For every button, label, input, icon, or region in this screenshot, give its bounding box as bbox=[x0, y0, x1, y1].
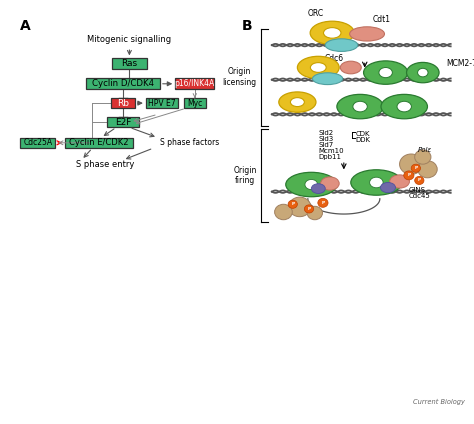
Text: A: A bbox=[20, 19, 31, 33]
Text: Current Biology: Current Biology bbox=[413, 399, 465, 405]
FancyBboxPatch shape bbox=[111, 98, 135, 109]
Ellipse shape bbox=[279, 92, 316, 112]
Ellipse shape bbox=[397, 101, 411, 112]
Text: P: P bbox=[407, 173, 410, 177]
Ellipse shape bbox=[381, 182, 395, 192]
Text: Myc: Myc bbox=[187, 99, 202, 108]
Ellipse shape bbox=[337, 95, 383, 119]
Text: GINS: GINS bbox=[409, 187, 426, 192]
Ellipse shape bbox=[320, 177, 339, 190]
Text: Sld2: Sld2 bbox=[319, 130, 333, 136]
Text: S phase factors: S phase factors bbox=[160, 138, 219, 147]
FancyBboxPatch shape bbox=[146, 98, 178, 109]
Text: Cdt1: Cdt1 bbox=[373, 15, 391, 24]
Text: Mitogenic signalling: Mitogenic signalling bbox=[87, 34, 172, 44]
Circle shape bbox=[404, 171, 414, 180]
Text: S phase entry: S phase entry bbox=[76, 160, 135, 169]
Text: E2F: E2F bbox=[115, 117, 131, 126]
Text: Polε: Polε bbox=[418, 147, 432, 153]
Text: Sld3: Sld3 bbox=[319, 136, 334, 142]
Circle shape bbox=[415, 150, 431, 164]
Text: Dpb11: Dpb11 bbox=[319, 154, 341, 160]
Ellipse shape bbox=[297, 56, 339, 79]
Text: Cdc45: Cdc45 bbox=[409, 193, 430, 199]
Text: P: P bbox=[308, 207, 310, 211]
Ellipse shape bbox=[364, 61, 408, 84]
Circle shape bbox=[400, 154, 423, 174]
Ellipse shape bbox=[312, 73, 343, 85]
Ellipse shape bbox=[381, 95, 428, 119]
FancyBboxPatch shape bbox=[184, 98, 206, 109]
Ellipse shape bbox=[286, 172, 337, 197]
Ellipse shape bbox=[325, 39, 358, 51]
Text: HPV E7: HPV E7 bbox=[148, 99, 176, 108]
Text: Cdc25A: Cdc25A bbox=[23, 138, 53, 147]
Ellipse shape bbox=[324, 28, 341, 38]
Text: DDK: DDK bbox=[356, 137, 371, 143]
Text: Origin
firing: Origin firing bbox=[233, 166, 257, 185]
Ellipse shape bbox=[390, 175, 410, 188]
Text: ORC: ORC bbox=[308, 8, 324, 18]
Text: P: P bbox=[321, 201, 325, 205]
Text: CDK: CDK bbox=[356, 131, 370, 137]
FancyBboxPatch shape bbox=[65, 137, 133, 148]
Text: p16/INK4A: p16/INK4A bbox=[175, 79, 215, 88]
Ellipse shape bbox=[407, 62, 439, 83]
Ellipse shape bbox=[305, 179, 318, 190]
Text: P: P bbox=[414, 166, 418, 170]
Ellipse shape bbox=[310, 21, 354, 45]
Circle shape bbox=[318, 198, 328, 207]
Circle shape bbox=[415, 176, 424, 184]
Text: Rb: Rb bbox=[117, 99, 129, 108]
Text: Cyclin E/CDK2: Cyclin E/CDK2 bbox=[69, 138, 128, 147]
Text: P: P bbox=[291, 202, 294, 206]
Ellipse shape bbox=[418, 68, 428, 77]
Text: Cdc6: Cdc6 bbox=[325, 54, 344, 63]
Text: MCM2-7: MCM2-7 bbox=[446, 59, 474, 68]
Text: Ras: Ras bbox=[121, 59, 137, 68]
Circle shape bbox=[307, 206, 322, 220]
Circle shape bbox=[304, 205, 314, 213]
FancyBboxPatch shape bbox=[20, 137, 55, 148]
Circle shape bbox=[274, 204, 292, 220]
Ellipse shape bbox=[379, 67, 392, 78]
Text: P: P bbox=[418, 179, 421, 182]
Text: Origin
licensing: Origin licensing bbox=[223, 67, 257, 87]
Text: Sld7: Sld7 bbox=[319, 142, 334, 148]
Ellipse shape bbox=[310, 63, 326, 73]
Ellipse shape bbox=[353, 101, 367, 112]
Ellipse shape bbox=[370, 177, 383, 188]
Ellipse shape bbox=[311, 184, 325, 193]
FancyBboxPatch shape bbox=[112, 58, 147, 69]
Text: Mcm10: Mcm10 bbox=[319, 148, 344, 154]
Ellipse shape bbox=[350, 27, 384, 41]
Ellipse shape bbox=[291, 98, 304, 106]
Circle shape bbox=[418, 161, 437, 178]
Text: Cyclin D/CDK4: Cyclin D/CDK4 bbox=[92, 79, 154, 88]
Circle shape bbox=[289, 197, 311, 217]
Ellipse shape bbox=[340, 61, 361, 74]
Ellipse shape bbox=[351, 170, 402, 195]
FancyBboxPatch shape bbox=[86, 78, 160, 89]
Text: B: B bbox=[242, 19, 252, 33]
FancyBboxPatch shape bbox=[175, 78, 214, 89]
Circle shape bbox=[288, 200, 297, 208]
Circle shape bbox=[411, 164, 420, 172]
FancyBboxPatch shape bbox=[107, 117, 139, 127]
